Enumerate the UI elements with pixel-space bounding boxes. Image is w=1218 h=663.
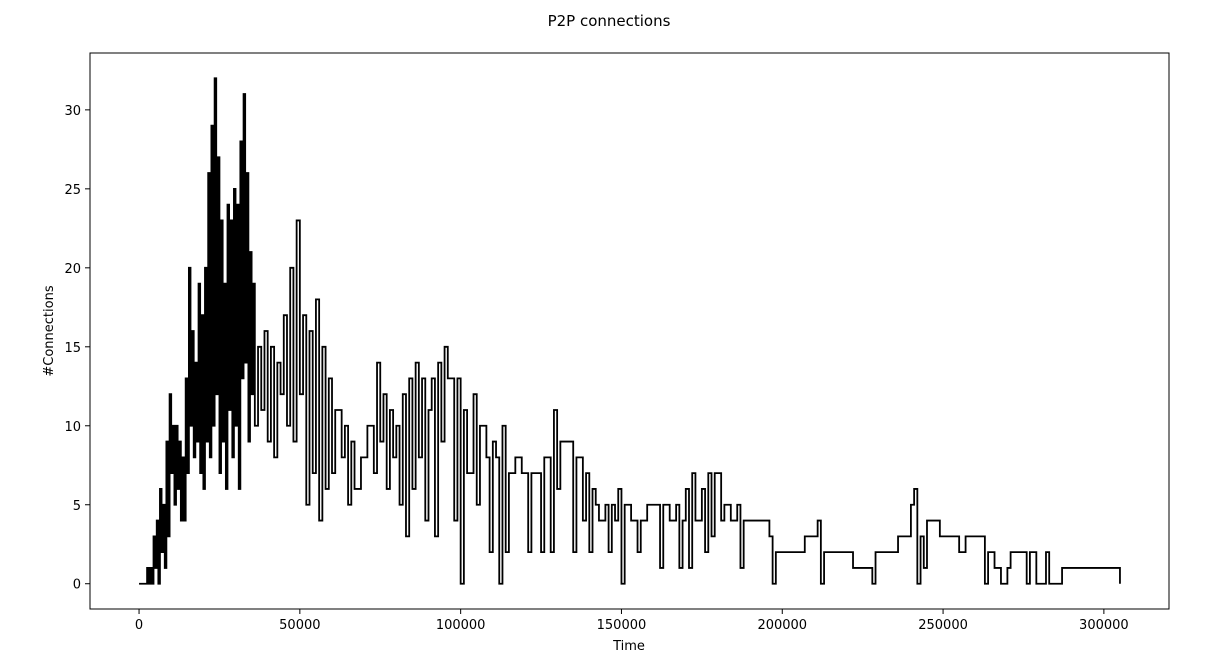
x-tick-label: 200000 — [757, 618, 807, 633]
y-tick-label: 5 — [73, 499, 81, 514]
plot-frame — [89, 52, 1170, 610]
y-tick-label: 25 — [64, 183, 81, 198]
y-tick-label: 0 — [73, 578, 81, 593]
x-tick-label: 0 — [135, 618, 143, 633]
x-tick-label: 100000 — [436, 618, 486, 633]
y-tick-label: 30 — [64, 104, 81, 119]
y-axis-label: #Connections — [42, 285, 57, 376]
data-line — [139, 77, 1121, 585]
chart-title: P2P connections — [548, 12, 671, 30]
x-axis-label: Time — [612, 639, 645, 654]
y-tick-label: 15 — [64, 341, 81, 356]
x-tick-label: 150000 — [597, 618, 647, 633]
y-tick-label: 20 — [64, 262, 81, 277]
x-tick-label: 250000 — [918, 618, 968, 633]
y-tick-label: 10 — [64, 420, 81, 435]
x-tick-label: 300000 — [1079, 618, 1129, 633]
x-tick-label: 50000 — [279, 618, 320, 633]
